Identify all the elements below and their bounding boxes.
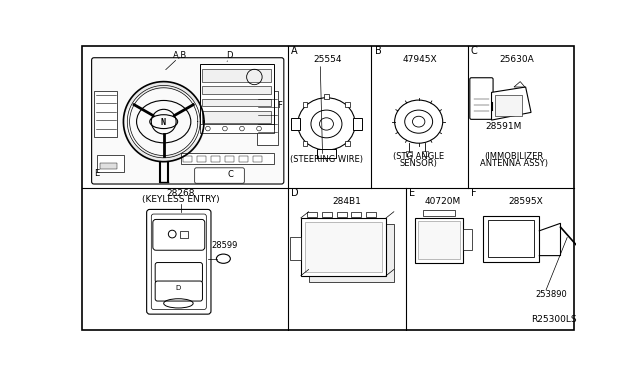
Bar [290,237,301,260]
Text: ANTENNA ASSY): ANTENNA ASSY) [480,159,548,168]
Bar [422,151,428,155]
Text: 25630A: 25630A [500,55,534,64]
Bar [351,212,362,217]
Bar [303,102,307,107]
Bar [202,99,271,106]
Text: E: E [94,169,99,177]
Bar [225,155,234,162]
Bar [183,155,193,162]
Text: SENSOR): SENSOR) [400,159,438,168]
Bar [346,141,350,146]
Text: R25300LS: R25300LS [531,315,577,324]
Text: D: D [291,187,298,198]
Bar [291,118,300,130]
Text: F: F [470,187,476,198]
Bar [337,212,347,217]
Text: D: D [226,51,232,60]
Bar [366,212,376,217]
Bar [303,141,307,146]
FancyBboxPatch shape [195,168,244,183]
Bar [202,69,271,81]
Bar [94,91,117,137]
Bar [307,212,317,217]
Text: C: C [227,170,233,179]
FancyBboxPatch shape [155,263,202,283]
Bar [418,221,460,260]
Bar [180,153,274,164]
Text: 28599: 28599 [212,241,238,250]
Bar [305,222,382,272]
Bar [422,210,455,217]
Text: A: A [291,46,298,56]
Bar [197,155,206,162]
Text: D: D [176,285,181,291]
Bar [415,218,463,263]
Bar [294,122,298,126]
Bar [483,216,539,262]
Text: 253890: 253890 [535,290,567,299]
Text: N: N [161,118,166,127]
Bar [317,148,336,158]
Bar [324,150,329,154]
Bar [353,118,362,130]
Bar [200,64,274,129]
Bar [200,124,274,133]
Bar [257,91,278,145]
Bar [463,229,472,250]
Polygon shape [514,81,525,87]
Bar [346,102,350,107]
FancyBboxPatch shape [147,209,211,314]
Text: 40720M: 40720M [424,197,461,206]
Bar [253,155,262,162]
FancyBboxPatch shape [92,58,284,184]
Text: 25554: 25554 [314,55,342,64]
Bar [97,155,124,172]
Text: (KEYLESS ENTRY): (KEYLESS ENTRY) [142,196,220,205]
Text: E: E [408,187,415,198]
Text: C: C [470,46,477,56]
Bar [211,155,220,162]
Text: (STEERING WIRE): (STEERING WIRE) [290,155,363,164]
FancyBboxPatch shape [155,281,202,301]
Bar [406,151,412,155]
Bar [355,122,359,126]
Text: F: F [277,101,282,110]
Bar [322,212,332,217]
FancyBboxPatch shape [153,219,205,250]
Text: 47945X: 47945X [402,55,436,64]
Bar [488,220,534,257]
Text: B: B [374,46,381,56]
Bar [324,94,329,99]
Text: 28595X: 28595X [508,197,543,206]
Polygon shape [492,87,531,120]
Text: 284B1: 284B1 [332,197,361,206]
Bar [180,231,188,238]
Bar [301,218,386,276]
Text: (IMMOBILIZER: (IMMOBILIZER [484,152,543,161]
Bar [308,224,394,282]
Text: (STG ANGLE: (STG ANGLE [393,152,444,161]
Bar [239,155,248,162]
Bar [100,163,117,169]
Bar [202,86,271,94]
Bar [495,95,522,116]
Bar [202,111,271,123]
Text: 28268: 28268 [166,189,195,198]
Text: A,B: A,B [173,51,188,60]
FancyBboxPatch shape [151,214,206,310]
Text: 28591M: 28591M [486,122,522,131]
FancyBboxPatch shape [470,78,493,119]
